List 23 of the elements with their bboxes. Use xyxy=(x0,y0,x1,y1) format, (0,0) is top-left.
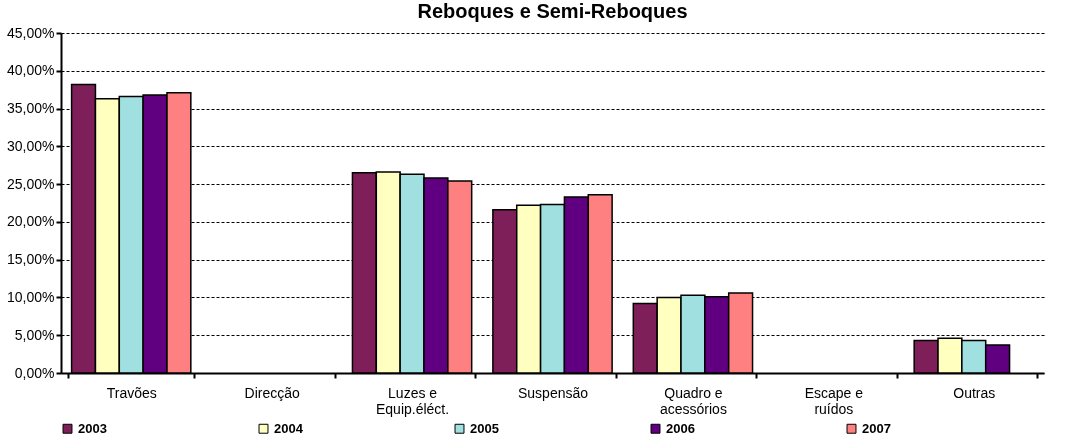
x-tick-label: Quadro e acessórios xyxy=(659,384,727,417)
legend-label: 2003 xyxy=(78,420,107,436)
legend-label: 2005 xyxy=(470,420,499,436)
chart-title: Reboques e Semi-Reboques xyxy=(417,0,688,22)
x-tick-label: Escape e ruídos xyxy=(804,384,864,417)
y-tick-label: 20,00% xyxy=(7,213,55,230)
y-tick-label: 40,00% xyxy=(7,62,55,79)
x-tick-label: Direcção xyxy=(244,384,300,401)
y-tick-label: 45,00% xyxy=(7,24,55,41)
x-tick-label: Outras xyxy=(953,384,996,401)
y-tick-label: 5,00% xyxy=(14,326,55,343)
x-tick-label: Travões xyxy=(106,384,157,401)
x-tick-label: Luzes e Equip.éléct. xyxy=(375,384,450,417)
y-tick-label: 10,00% xyxy=(7,288,55,305)
y-tick-label: 25,00% xyxy=(7,175,55,192)
y-tick-label: 15,00% xyxy=(7,251,55,268)
x-tick-label: Suspensão xyxy=(517,384,589,401)
legend-label: 2006 xyxy=(666,420,695,436)
legend-label: 2007 xyxy=(862,420,891,436)
legend-label: 2004 xyxy=(274,420,304,436)
y-tick-label: 35,00% xyxy=(7,100,55,117)
y-tick-label: 0,00% xyxy=(14,364,55,381)
y-tick-label: 30,00% xyxy=(7,137,55,154)
